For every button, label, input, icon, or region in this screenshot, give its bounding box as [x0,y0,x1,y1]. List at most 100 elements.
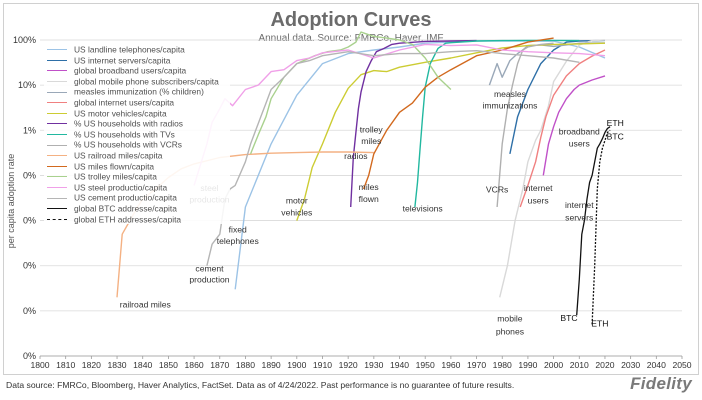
x-tick-label: 1940 [390,360,409,370]
series-line-11 [362,37,554,190]
annotation-label: railroad miles [120,299,171,309]
annotation-label: cement [195,263,224,273]
legend-label: global ETH addresses/capita [74,213,182,224]
legend-item: global mobile phone subscribers/capita [44,75,230,87]
annotation-label: phones [496,326,524,336]
legend-item: US landline telephones/capita [44,44,230,55]
legend-label: US motor vehicles/capita [74,108,167,119]
legend-swatch [47,187,67,188]
series-line-9 [496,42,554,208]
x-tick-label: 1870 [210,360,229,370]
legend-item: US trolley miles/capita [44,171,230,182]
y-tick-label: 100% [13,35,36,45]
legend-item: global broadband users/capita [44,65,230,76]
annotation-label: VCRs [486,184,508,194]
annotation-label: flown [359,194,379,204]
annotation-label: BTC [560,313,577,323]
series-line-14 [206,50,580,266]
legend-swatch [47,70,67,72]
legend-swatch [47,59,67,61]
x-tick-label: 2030 [621,360,640,370]
legend-item: global ETH addresses/capita [44,213,230,225]
x-tick-label: 2020 [595,360,614,370]
annotation-label: miles [361,136,381,146]
legend-label: US cement productio/capita [74,192,177,203]
x-tick-label: 2050 [672,360,691,370]
annotation-label: production [189,275,229,285]
legend-label: global internet users/capita [74,97,175,108]
legend-item: US internet servers/capita [44,54,230,66]
x-tick-label: 1920 [339,360,358,370]
series-line-5 [519,49,606,208]
annotation-label: internet [524,183,553,193]
legend-label: US landline telephones/capita [74,44,185,55]
legend-item: measles immunization (% children) [44,86,230,97]
x-tick-label: 1820 [82,360,101,370]
series-line-6 [296,42,606,221]
series-line-2 [542,75,606,176]
annotation-label: vehicles [281,207,312,217]
legend-item: US motor vehicles/capita [44,107,230,119]
x-tick-label: 1950 [416,360,435,370]
x-tick-label: 1910 [313,360,332,370]
legend-item: US steel productio/capita [44,181,230,193]
annotation-label: ETH [607,118,624,128]
axes: 100%10%1%0%0%0%0%0%1800 1810 1820 1830 1840 1… [13,35,692,370]
annotation-label: immunizations [482,101,537,111]
legend-label: % US households with VCRs [74,139,182,150]
annotation-label: televisions [403,203,443,213]
legend-item: % US households with TVs [44,128,230,140]
legend-item: global BTC addresse/capita [44,202,230,214]
x-tick-label: 1930 [364,360,383,370]
series-line-16 [591,129,611,325]
annotation-label: measles [494,89,526,99]
legend-item: % US households with VCRs [44,139,230,150]
y-tick-label: 0% [23,306,36,316]
legend-label: measles immunization (% children) [74,86,204,97]
legend-swatch [47,197,67,199]
legend-swatch [47,155,67,157]
legend-swatch [47,49,67,51]
legend-swatch [47,112,67,114]
x-tick-label: 1840 [133,360,152,370]
series-line-13 [193,43,606,186]
series-line-3 [499,39,606,298]
legend-label: global BTC addresse/capita [74,203,177,214]
x-tick-label: 2040 [647,360,666,370]
x-tick-label: 2000 [544,360,563,370]
legend-label: % US households with radios [74,118,183,129]
y-tick-label: 0% [23,216,36,226]
legend-label: % US households with TVs [74,129,175,140]
legend-swatch [47,208,67,210]
legend-label: US railroad miles/capita [74,150,163,161]
chart-subtitle: Annual data. Source: FMRCo, Haver, IMF [258,33,444,44]
x-tick-label: 1890 [262,360,281,370]
legend-label: US internet servers/capita [74,55,171,66]
fidelity-logo: Fidelity [630,374,692,393]
annotation-label: users [528,195,549,205]
x-tick-label: 1990 [518,360,537,370]
annotation-label: internet [565,200,594,210]
legend-swatch [47,123,67,125]
x-tick-label: 2010 [570,360,589,370]
x-tick-label: 1850 [159,360,178,370]
x-tick-label: 1830 [107,360,126,370]
legend-item: US miles flown/capita [44,160,230,172]
annotation-label: ETH [591,319,608,329]
legend-item: global internet users/capita [44,96,230,108]
legend-swatch [47,134,67,136]
annotation-label: trolley [360,124,384,134]
legend-swatch [47,91,67,93]
legend-label: US steel productio/capita [74,182,168,193]
legend-swatch [47,165,67,167]
x-tick-label: 1960 [441,360,460,370]
chart-title: Adoption Curves [270,9,432,31]
y-tick-label: 0% [23,351,36,361]
annotation-label: users [569,138,590,148]
annotation-label: BTC [607,132,624,142]
y-tick-label: 10% [18,80,36,90]
annotation-label: broadband [559,127,600,137]
annotation-label: miles [359,182,379,192]
x-tick-label: 1860 [185,360,204,370]
legend-label: global mobile phone subscribers/capita [74,76,219,87]
